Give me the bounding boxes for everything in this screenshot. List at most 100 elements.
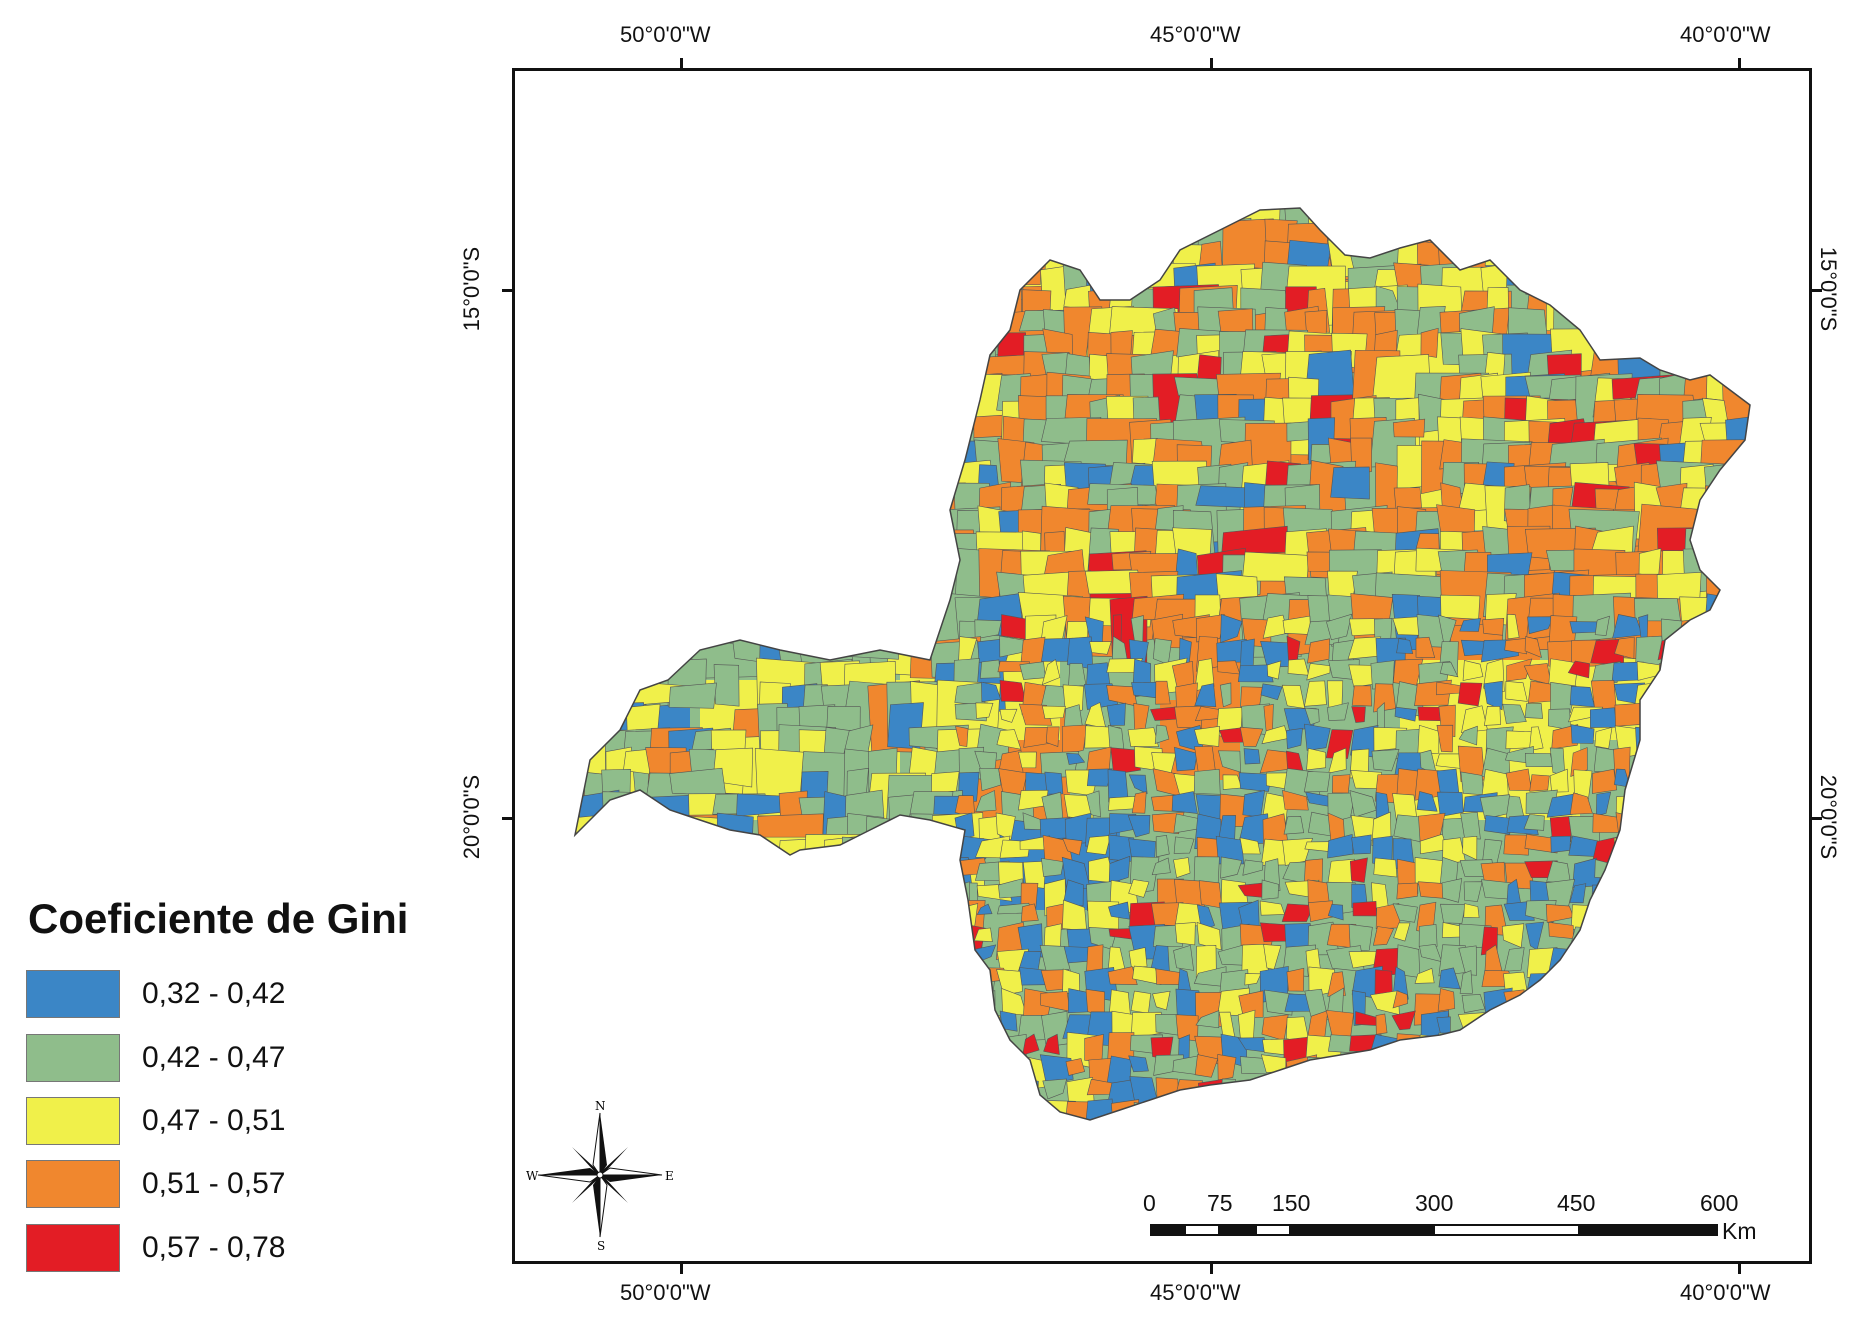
municipality-polygon <box>1614 636 1635 660</box>
municipality-polygon <box>753 900 789 967</box>
municipality-polygon <box>1502 1121 1522 1153</box>
municipality-polygon <box>759 1014 803 1080</box>
municipality-polygon <box>650 525 700 569</box>
municipality-polygon <box>778 441 818 506</box>
municipality-polygon <box>1349 1122 1380 1155</box>
municipality-polygon <box>1636 879 1659 916</box>
municipality-polygon <box>952 1035 974 1065</box>
municipality-polygon <box>1661 945 1688 976</box>
municipality-polygon <box>1657 1100 1689 1119</box>
municipality-polygon <box>1614 208 1675 229</box>
municipality-polygon <box>1506 1010 1534 1034</box>
municipality-polygon <box>1722 746 1750 769</box>
municipality-polygon <box>1087 1124 1113 1145</box>
municipality-polygon <box>644 1034 671 1075</box>
municipality-polygon <box>823 878 890 915</box>
municipality-polygon <box>775 967 806 1012</box>
municipality-polygon <box>1484 815 1514 835</box>
municipality-polygon <box>934 970 997 997</box>
municipality-polygon <box>1728 945 1745 969</box>
municipality-polygon <box>1727 220 1750 277</box>
municipality-polygon <box>800 350 835 413</box>
municipality-polygon <box>1375 1013 1388 1035</box>
municipality-polygon <box>692 372 739 417</box>
municipality-polygon <box>1502 1054 1533 1088</box>
municipality-polygon <box>1616 879 1641 915</box>
municipality-polygon <box>1523 814 1545 831</box>
municipality-polygon <box>575 879 625 931</box>
municipality-polygon <box>671 572 698 618</box>
municipality-polygon <box>996 1033 1027 1058</box>
municipality-polygon <box>1266 660 1282 680</box>
municipality-polygon <box>1529 726 1544 751</box>
municipality-polygon <box>1681 1126 1696 1154</box>
municipality-polygon <box>691 328 724 382</box>
municipality-polygon <box>575 372 628 442</box>
municipality-polygon <box>604 968 633 1028</box>
municipality-polygon <box>1569 792 1593 815</box>
municipality-polygon <box>731 374 766 403</box>
municipality-polygon <box>844 877 911 955</box>
municipality-polygon <box>575 308 608 340</box>
municipality-polygon <box>954 1011 977 1036</box>
municipality-polygon <box>1592 1053 1619 1079</box>
municipality-polygon <box>1439 661 1459 678</box>
municipality-polygon <box>623 748 653 775</box>
scale-tick-600: 600 <box>1700 1190 1739 1216</box>
municipality-polygon <box>625 594 654 666</box>
municipality-polygon <box>1721 551 1750 611</box>
municipality-polygon <box>1065 1058 1086 1076</box>
municipality-polygon <box>892 571 936 598</box>
municipality-polygon <box>645 923 682 955</box>
legend-title: Coeficiente de Gini <box>28 895 409 942</box>
municipality-polygon <box>580 372 638 411</box>
municipality-polygon <box>1459 208 1525 236</box>
municipality-polygon <box>1701 682 1733 702</box>
municipality-polygon <box>1724 593 1750 639</box>
municipality-polygon <box>622 572 697 608</box>
municipality-polygon <box>1706 550 1744 599</box>
municipality-polygon <box>1569 685 1595 708</box>
municipality-polygon <box>863 576 890 621</box>
municipality-polygon <box>711 1102 773 1120</box>
municipality-polygon <box>1019 1124 1040 1151</box>
municipality-polygon <box>1677 208 1702 262</box>
municipality-polygon <box>930 327 974 358</box>
municipality-polygon <box>1723 1034 1743 1058</box>
municipality-polygon <box>1238 772 1272 792</box>
legend-item-5: 0,57 - 0,78 <box>26 1222 285 1274</box>
east-label: E <box>665 1169 674 1183</box>
municipality-polygon <box>824 416 893 469</box>
municipality-polygon <box>734 262 780 299</box>
municipality-polygon <box>1679 814 1701 850</box>
municipality-polygon <box>1417 724 1440 754</box>
municipality-polygon <box>952 1119 991 1120</box>
municipality-polygon <box>1150 706 1177 721</box>
municipality-polygon <box>666 945 714 973</box>
municipality-polygon <box>981 681 1002 703</box>
municipality-polygon <box>1371 749 1400 772</box>
municipality-polygon <box>688 526 733 582</box>
municipality-polygon <box>1726 241 1750 282</box>
municipality-polygon <box>911 219 939 274</box>
municipality-polygon <box>602 572 667 617</box>
municipality-polygon <box>978 208 1005 271</box>
municipality-polygon <box>1748 679 1750 707</box>
lon-label-bottom-40w: 40°0'0"W <box>1680 1280 1771 1305</box>
municipality-polygon <box>600 218 666 277</box>
municipality-polygon <box>1244 973 1262 986</box>
municipality-polygon <box>1107 966 1138 986</box>
municipality-polygon <box>1657 1010 1688 1051</box>
municipality-polygon <box>1702 877 1731 900</box>
municipality-polygon <box>1724 880 1750 908</box>
municipality-polygon <box>1414 1119 1439 1120</box>
municipality-polygon <box>688 483 744 506</box>
municipality-polygon <box>1528 990 1555 1023</box>
municipality-polygon <box>1681 241 1709 284</box>
municipality-polygon <box>710 419 785 477</box>
municipality-polygon <box>888 880 947 946</box>
municipality-polygon <box>1659 856 1688 895</box>
municipality-polygon <box>846 593 875 629</box>
legend-label-4: 0,51 - 0,57 <box>142 1167 286 1200</box>
municipality-polygon <box>1747 328 1750 369</box>
